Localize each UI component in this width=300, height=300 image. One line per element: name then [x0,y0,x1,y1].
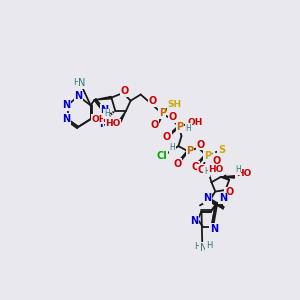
Text: O: O [225,187,233,197]
Text: N: N [62,114,70,124]
Text: N: N [200,243,208,253]
Polygon shape [119,111,126,122]
Text: O: O [169,112,177,122]
Text: HO: HO [208,166,224,175]
Text: H: H [104,109,110,118]
Text: H: H [206,241,212,250]
Text: H: H [235,166,241,175]
Text: O: O [197,165,206,175]
Text: N: N [190,216,198,226]
Text: N: N [210,224,218,233]
Text: N: N [74,91,82,101]
Text: H: H [204,167,210,176]
Text: OH: OH [92,115,107,124]
Text: N: N [62,100,70,110]
Text: O: O [150,119,159,130]
Text: S: S [218,145,225,155]
Text: N: N [219,194,227,203]
Text: H: H [185,124,191,133]
Text: O: O [173,159,182,169]
Text: O: O [149,96,157,106]
Text: O: O [120,86,129,96]
Text: Cl: Cl [156,151,167,161]
Text: H: H [73,78,79,87]
Text: P: P [159,108,166,118]
Polygon shape [94,97,112,100]
Text: O: O [191,162,200,172]
Text: OH: OH [188,118,203,127]
Text: H: H [169,143,175,152]
Text: N: N [100,105,109,115]
Polygon shape [208,191,215,201]
Text: N: N [204,194,212,203]
Text: SH: SH [167,100,182,109]
Text: H: H [194,242,201,251]
Polygon shape [221,176,235,178]
Text: O: O [196,140,205,150]
Text: O: O [163,132,171,142]
Text: HO: HO [105,119,121,128]
Text: P: P [204,151,211,161]
Text: P: P [186,146,194,157]
Text: N: N [99,119,107,129]
Text: HO: HO [236,169,251,178]
Text: P: P [176,122,184,132]
Text: N: N [79,78,86,88]
Text: O: O [213,156,221,166]
